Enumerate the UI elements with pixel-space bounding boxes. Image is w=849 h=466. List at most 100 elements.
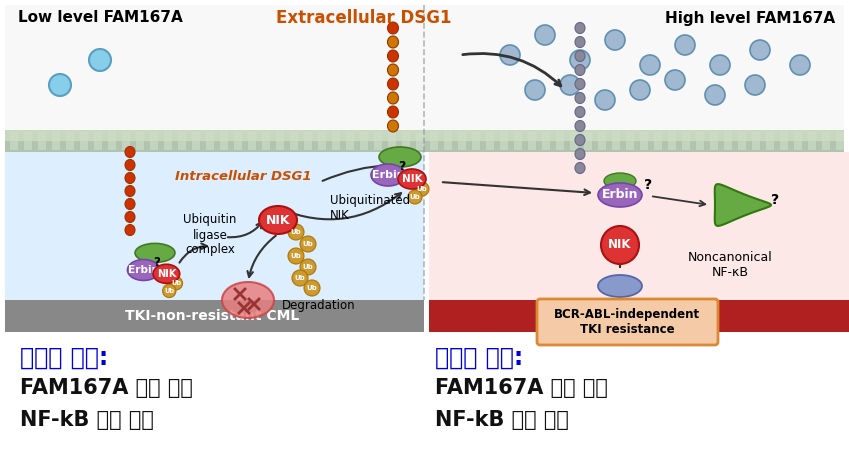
Ellipse shape (379, 147, 421, 167)
Ellipse shape (127, 260, 160, 281)
Bar (696, 132, 704, 150)
Bar (52, 132, 60, 150)
Ellipse shape (575, 50, 585, 62)
Text: Ub: Ub (302, 264, 313, 270)
Ellipse shape (575, 64, 585, 75)
Circle shape (525, 80, 545, 100)
Text: Ub: Ub (417, 186, 427, 192)
Text: 글리벡 반응:: 글리벡 반응: (20, 346, 109, 370)
Bar (416, 132, 424, 150)
Bar (94, 132, 102, 150)
Bar (752, 132, 760, 150)
Text: NIK: NIK (266, 213, 290, 226)
Bar (388, 132, 396, 150)
Circle shape (790, 55, 810, 75)
Bar (332, 132, 340, 150)
Circle shape (300, 236, 316, 252)
Ellipse shape (387, 50, 398, 62)
Bar (5, 5, 844, 130)
Text: Ub: Ub (171, 281, 181, 286)
Text: Noncanonical
NF-κB: Noncanonical NF-κB (688, 251, 773, 279)
Text: TKI-non-resistant CML: TKI-non-resistant CML (125, 309, 299, 323)
Ellipse shape (575, 121, 585, 131)
Ellipse shape (575, 107, 585, 117)
Text: Ubiquitin
ligase
complex: Ubiquitin ligase complex (183, 213, 237, 256)
Text: Extracellular DSG1: Extracellular DSG1 (276, 9, 452, 27)
Text: Intracellular DSG1: Intracellular DSG1 (175, 171, 312, 184)
Text: Ub: Ub (409, 194, 420, 200)
Circle shape (665, 70, 685, 90)
Ellipse shape (153, 264, 180, 283)
Bar (780, 132, 788, 150)
Bar (66, 132, 74, 150)
Bar (5, 130, 844, 141)
Circle shape (745, 75, 765, 95)
Bar (598, 132, 606, 150)
Circle shape (535, 25, 555, 45)
FancyBboxPatch shape (537, 299, 718, 345)
Bar (108, 132, 116, 150)
Text: NIK: NIK (157, 269, 176, 279)
Text: NIK: NIK (402, 174, 422, 184)
Circle shape (288, 224, 304, 240)
Bar (304, 132, 312, 150)
Bar (738, 132, 746, 150)
Bar (822, 132, 830, 150)
Text: ?: ? (771, 193, 779, 207)
Text: Ub: Ub (295, 275, 306, 281)
Bar (794, 132, 802, 150)
Polygon shape (715, 184, 771, 226)
Bar (192, 132, 200, 150)
Bar (178, 132, 186, 150)
Bar (318, 132, 326, 150)
Ellipse shape (598, 275, 642, 297)
Circle shape (601, 226, 639, 264)
Text: Ub: Ub (306, 285, 318, 291)
Text: ?: ? (154, 256, 160, 269)
Bar (472, 132, 480, 150)
Bar (514, 132, 522, 150)
Circle shape (288, 248, 304, 264)
Text: NF-kB 활성 낮음: NF-kB 활성 낮음 (20, 410, 154, 430)
Ellipse shape (222, 282, 274, 318)
Ellipse shape (398, 169, 426, 189)
Bar (612, 132, 620, 150)
Circle shape (570, 50, 590, 70)
Circle shape (705, 85, 725, 105)
Bar (206, 132, 214, 150)
Circle shape (415, 182, 429, 196)
Bar (808, 132, 816, 150)
Circle shape (169, 277, 183, 290)
Ellipse shape (371, 164, 405, 186)
Bar (766, 132, 774, 150)
Ellipse shape (125, 159, 135, 171)
Bar (668, 132, 676, 150)
Ellipse shape (575, 135, 585, 145)
Bar (234, 132, 242, 150)
Text: NF-kB 활성 높음: NF-kB 활성 높음 (435, 410, 569, 430)
Ellipse shape (575, 149, 585, 159)
Bar (10, 132, 18, 150)
Ellipse shape (575, 92, 585, 103)
Circle shape (750, 40, 770, 60)
Text: Erbin: Erbin (602, 189, 638, 201)
Bar (429, 300, 849, 332)
Circle shape (605, 30, 625, 50)
Bar (122, 132, 130, 150)
Text: Erbin: Erbin (372, 170, 404, 180)
Circle shape (163, 284, 176, 298)
Bar (402, 132, 410, 150)
Text: Ub: Ub (290, 253, 301, 259)
Ellipse shape (604, 173, 636, 189)
Text: ?: ? (398, 160, 406, 173)
Bar (360, 132, 368, 150)
Ellipse shape (387, 78, 398, 90)
Circle shape (595, 90, 615, 110)
Ellipse shape (125, 146, 135, 158)
Circle shape (710, 55, 730, 75)
Circle shape (89, 49, 111, 71)
Ellipse shape (387, 106, 398, 118)
Bar (5, 300, 424, 332)
Bar (836, 132, 844, 150)
Bar (654, 132, 662, 150)
